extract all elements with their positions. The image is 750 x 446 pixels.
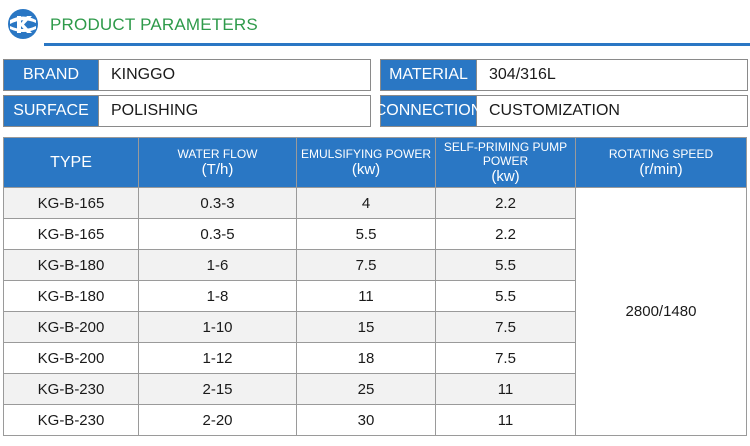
cell-water-flow: 2-15 (138, 373, 297, 405)
cell-type: KG-B-165 (3, 218, 139, 250)
spec-connection: CONNECTION CUSTOMIZATION (375, 95, 748, 127)
cell-emulsifying-power: 25 (296, 373, 436, 405)
header-rotating-speed: ROTATING SPEED (r/min) (575, 137, 747, 188)
cell-water-flow: 1-12 (138, 342, 297, 374)
kg-logo-icon (8, 9, 38, 39)
cell-emulsifying-power: 11 (296, 280, 436, 312)
table-row: KG-B-200 1-10 15 7.5 (3, 311, 747, 343)
cell-pump-power: 2.2 (435, 218, 576, 250)
header-emulsifying-unit: (kw) (351, 160, 381, 178)
cell-pump-power: 7.5 (435, 342, 576, 374)
table-row: KG-B-230 2-15 25 11 (3, 373, 747, 405)
table-row: KG-B-200 1-12 18 7.5 (3, 342, 747, 374)
header-pump-title: SELF-PRIMING PUMP POWER (443, 139, 568, 168)
spec-material: MATERIAL 304/316L (380, 59, 748, 91)
header-water-flow: WATER FLOW (T/h) (138, 137, 297, 188)
cell-water-flow: 1-10 (138, 311, 297, 343)
cell-type: KG-B-180 (3, 280, 139, 312)
table-row: KG-B-180 1-8 11 5.5 (3, 280, 747, 312)
cell-pump-power: 11 (435, 373, 576, 405)
table-row: KG-B-165 0.3-5 5.5 2.2 (3, 218, 747, 250)
title-divider (44, 43, 750, 46)
cell-water-flow: 0.3-3 (138, 187, 297, 219)
table-header-row: TYPE WATER FLOW (T/h) EMULSIFYING POWER … (3, 137, 747, 188)
header-water-flow-unit: (T/h) (201, 160, 234, 178)
parameters-table: TYPE WATER FLOW (T/h) EMULSIFYING POWER … (3, 137, 747, 436)
spec-connection-value: CUSTOMIZATION (489, 102, 620, 119)
cell-type: KG-B-230 (3, 404, 139, 436)
spec-connection-label: CONNECTION (375, 96, 482, 126)
cell-emulsifying-power: 4 (296, 187, 436, 219)
cell-emulsifying-power: 18 (296, 342, 436, 374)
spec-material-value: 304/316L (489, 66, 556, 83)
spec-surface-label: SURFACE (4, 96, 99, 126)
header-emulsifying-title: EMULSIFYING POWER (300, 146, 431, 161)
cell-emulsifying-power: 5.5 (296, 218, 436, 250)
header-speed-title: ROTATING SPEED (608, 146, 714, 161)
spec-material-label: MATERIAL (381, 60, 477, 90)
cell-pump-power: 2.2 (435, 187, 576, 219)
cell-emulsifying-power: 7.5 (296, 249, 436, 281)
cell-pump-power: 5.5 (435, 280, 576, 312)
header-pump-unit: (kw) (491, 167, 520, 185)
cell-type: KG-B-200 (3, 311, 139, 343)
cell-water-flow: 2-20 (138, 404, 297, 436)
cell-emulsifying-power: 30 (296, 404, 436, 436)
cell-water-flow: 1-6 (138, 249, 297, 281)
header-water-flow-title: WATER FLOW (177, 146, 258, 161)
cell-pump-power: 7.5 (435, 311, 576, 343)
cell-rotating-speed: 2800/1480 (575, 187, 747, 436)
page-title: PRODUCT PARAMETERS (50, 15, 258, 34)
table-row: KG-B-230 2-20 30 11 (3, 404, 747, 436)
header-pump-power: SELF-PRIMING PUMP POWER (kw) (435, 137, 576, 188)
cell-type: KG-B-200 (3, 342, 139, 374)
cell-type: KG-B-230 (3, 373, 139, 405)
cell-type: KG-B-180 (3, 249, 139, 281)
cell-pump-power: 5.5 (435, 249, 576, 281)
cell-type: KG-B-165 (3, 187, 139, 219)
cell-emulsifying-power: 15 (296, 311, 436, 343)
spec-surface-value: POLISHING (111, 102, 199, 119)
spec-brand-value: KINGGO (111, 66, 176, 83)
table-row: KG-B-165 0.3-3 4 2.2 2800/1480 (3, 187, 747, 436)
header-type: TYPE (3, 137, 139, 188)
header-speed-unit: (r/min) (639, 160, 683, 178)
cell-water-flow: 1-8 (138, 280, 297, 312)
spec-brand: BRAND KINGGO (3, 59, 371, 91)
cell-pump-power: 11 (435, 404, 576, 436)
spec-brand-label: BRAND (4, 60, 99, 90)
header-emulsifying-power: EMULSIFYING POWER (kw) (296, 137, 436, 188)
spec-surface: SURFACE POLISHING (3, 95, 371, 127)
cell-water-flow: 0.3-5 (138, 218, 297, 250)
